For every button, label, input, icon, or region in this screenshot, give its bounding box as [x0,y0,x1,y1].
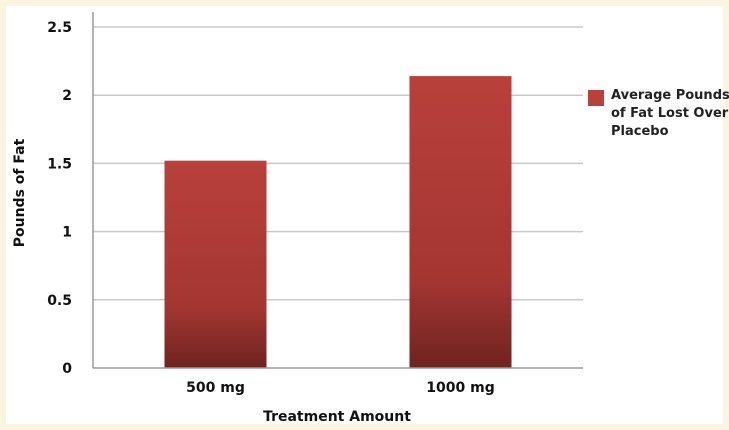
x-axis-title: Treatment Amount [263,409,411,425]
legend: Average Pounds of Fat Lost Over Placebo [588,87,729,141]
legend-label: Average Pounds of Fat Lost Over Placebo [611,88,729,139]
y-tick-label: 2.5 [47,20,72,36]
bar-500-mg [164,160,267,368]
y-tick-label: 2 [62,88,72,104]
y-tick-label: 0.5 [47,293,72,309]
y-tick-label: 0 [62,361,72,377]
y-tick-label: 1 [62,225,72,241]
y-tick-label: 1.5 [47,156,72,172]
chart-canvas [6,6,723,424]
x-tick-label: 500 mg [186,380,245,396]
x-tick-label: 1000 mg [426,380,494,396]
legend-swatch [588,90,604,106]
bar-1000-mg [409,76,512,368]
y-axis-title: Pounds of Fat [12,138,28,247]
